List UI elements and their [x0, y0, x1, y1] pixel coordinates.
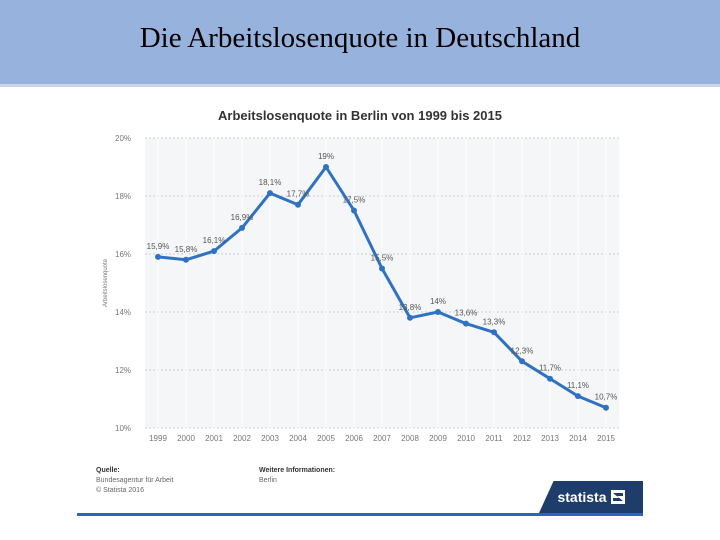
source-heading: Quelle:	[96, 467, 120, 474]
chart-title: Arbeitslosenquote in Berlin von 1999 bis…	[218, 108, 502, 123]
y-tick-label: 12%	[115, 366, 131, 375]
data-label: 19%	[318, 152, 334, 161]
data-point	[463, 320, 469, 327]
data-point	[155, 253, 161, 260]
data-label: 14%	[430, 297, 446, 306]
header-divider	[0, 84, 720, 87]
data-point	[435, 309, 441, 315]
data-point	[295, 201, 301, 208]
slide-title: Die Arbeitslosenquote in Deutschland	[139, 22, 581, 54]
y-axis-label: Arbeitslosenquote	[103, 258, 109, 307]
x-tick-label: 2007	[373, 434, 391, 443]
y-tick-label: 20%	[115, 134, 131, 143]
data-point	[575, 393, 581, 400]
data-point	[407, 314, 413, 321]
line-chart: Arbeitslosenquote 20% 18% 16% 14% 12% 10% 1999…	[103, 134, 619, 443]
data-label: 16,9%	[231, 213, 254, 222]
y-tick-label: 18%	[115, 192, 131, 201]
x-tick-label: 2002	[233, 434, 251, 443]
info-note: Weitere Informationen: Berlin	[259, 466, 335, 486]
y-tick-label: 10%	[115, 424, 131, 433]
chart-card: Arbeitslosenquote in Berlin von 1999 bis…	[77, 96, 643, 516]
slide-header	[0, 0, 720, 84]
data-point	[379, 265, 385, 272]
x-tick-label: 2005	[317, 434, 335, 443]
x-tick-label: 2009	[429, 434, 447, 443]
data-label: 15,8%	[175, 245, 198, 254]
data-point	[323, 164, 329, 170]
data-label: 13,8%	[399, 303, 422, 312]
x-tick-label: 2013	[541, 434, 559, 443]
x-tick-label: 2001	[205, 434, 223, 443]
data-label: 18,1%	[259, 178, 282, 187]
data-point	[491, 329, 497, 336]
statista-mark-icon	[610, 490, 625, 504]
source-line: Bundesagentur für Arbeit	[96, 477, 174, 484]
y-tick-label: 16%	[115, 250, 131, 259]
x-tick-label: 2004	[289, 434, 307, 443]
bottom-rule	[77, 513, 643, 516]
data-label: 11,7%	[539, 364, 561, 373]
data-label: 16,1%	[203, 236, 226, 245]
data-point	[239, 224, 245, 231]
data-label: 17,7%	[287, 190, 310, 199]
data-label: 12,3%	[511, 346, 534, 355]
data-point	[183, 256, 189, 263]
x-tick-label: 2008	[401, 434, 419, 443]
x-tick-label: 2015	[597, 434, 615, 443]
data-label: 11,1%	[567, 381, 589, 390]
data-label: 17,5%	[343, 196, 366, 205]
brand-name: statista	[557, 489, 607, 505]
data-label: 15,9%	[147, 242, 170, 251]
data-point	[267, 190, 273, 197]
x-tick-label: 2010	[457, 434, 475, 443]
data-label: 13,6%	[455, 309, 478, 318]
info-heading: Weitere Informationen:	[259, 467, 336, 474]
x-tick-label: 2012	[513, 434, 531, 443]
x-tick-label: 2006	[345, 434, 363, 443]
info-line: Berlin	[259, 477, 277, 484]
data-label: 13,3%	[483, 317, 506, 326]
data-point	[351, 207, 357, 214]
data-point	[603, 404, 609, 411]
x-tick-label: 2014	[569, 434, 587, 443]
x-tick-label: 2003	[261, 434, 279, 443]
x-tick-label: 2011	[485, 434, 503, 443]
source-note: Quelle: Bundesagentur für Arbeit © Stati…	[96, 466, 173, 496]
copyright-line: © Statista 2016	[96, 487, 144, 494]
data-point	[519, 358, 525, 365]
data-point	[211, 248, 217, 255]
data-label: 10,7%	[595, 393, 618, 402]
x-tick-label: 1999	[149, 434, 167, 443]
data-point	[547, 375, 553, 382]
y-tick-label: 14%	[115, 308, 131, 317]
x-tick-label: 2000	[177, 434, 195, 443]
statista-logo: statista	[539, 481, 643, 513]
data-label: 15,5%	[371, 254, 394, 263]
